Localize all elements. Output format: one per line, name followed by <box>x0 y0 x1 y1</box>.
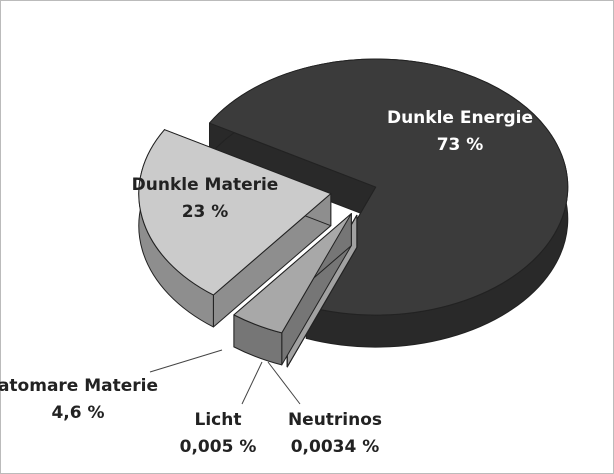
value-label: 23 % <box>182 202 229 222</box>
leader-line <box>267 361 301 405</box>
value-label: 0,005 % <box>180 437 257 457</box>
slice-label: atomare Materie <box>0 376 158 396</box>
leader-line <box>241 361 263 405</box>
value-label: 4,6 % <box>51 403 104 423</box>
value-label: 73 % <box>437 135 484 155</box>
slice-label: Neutrinos <box>288 410 382 430</box>
slice <box>233 213 352 334</box>
slice <box>208 58 569 316</box>
value-label: 0,0034 % <box>291 437 380 457</box>
slice <box>138 129 332 296</box>
slice-label: Licht <box>195 410 242 430</box>
leader-line <box>149 349 223 373</box>
slice-label: Dunkle Energie <box>387 108 533 128</box>
slice-label: Dunkle Materie <box>132 175 279 195</box>
